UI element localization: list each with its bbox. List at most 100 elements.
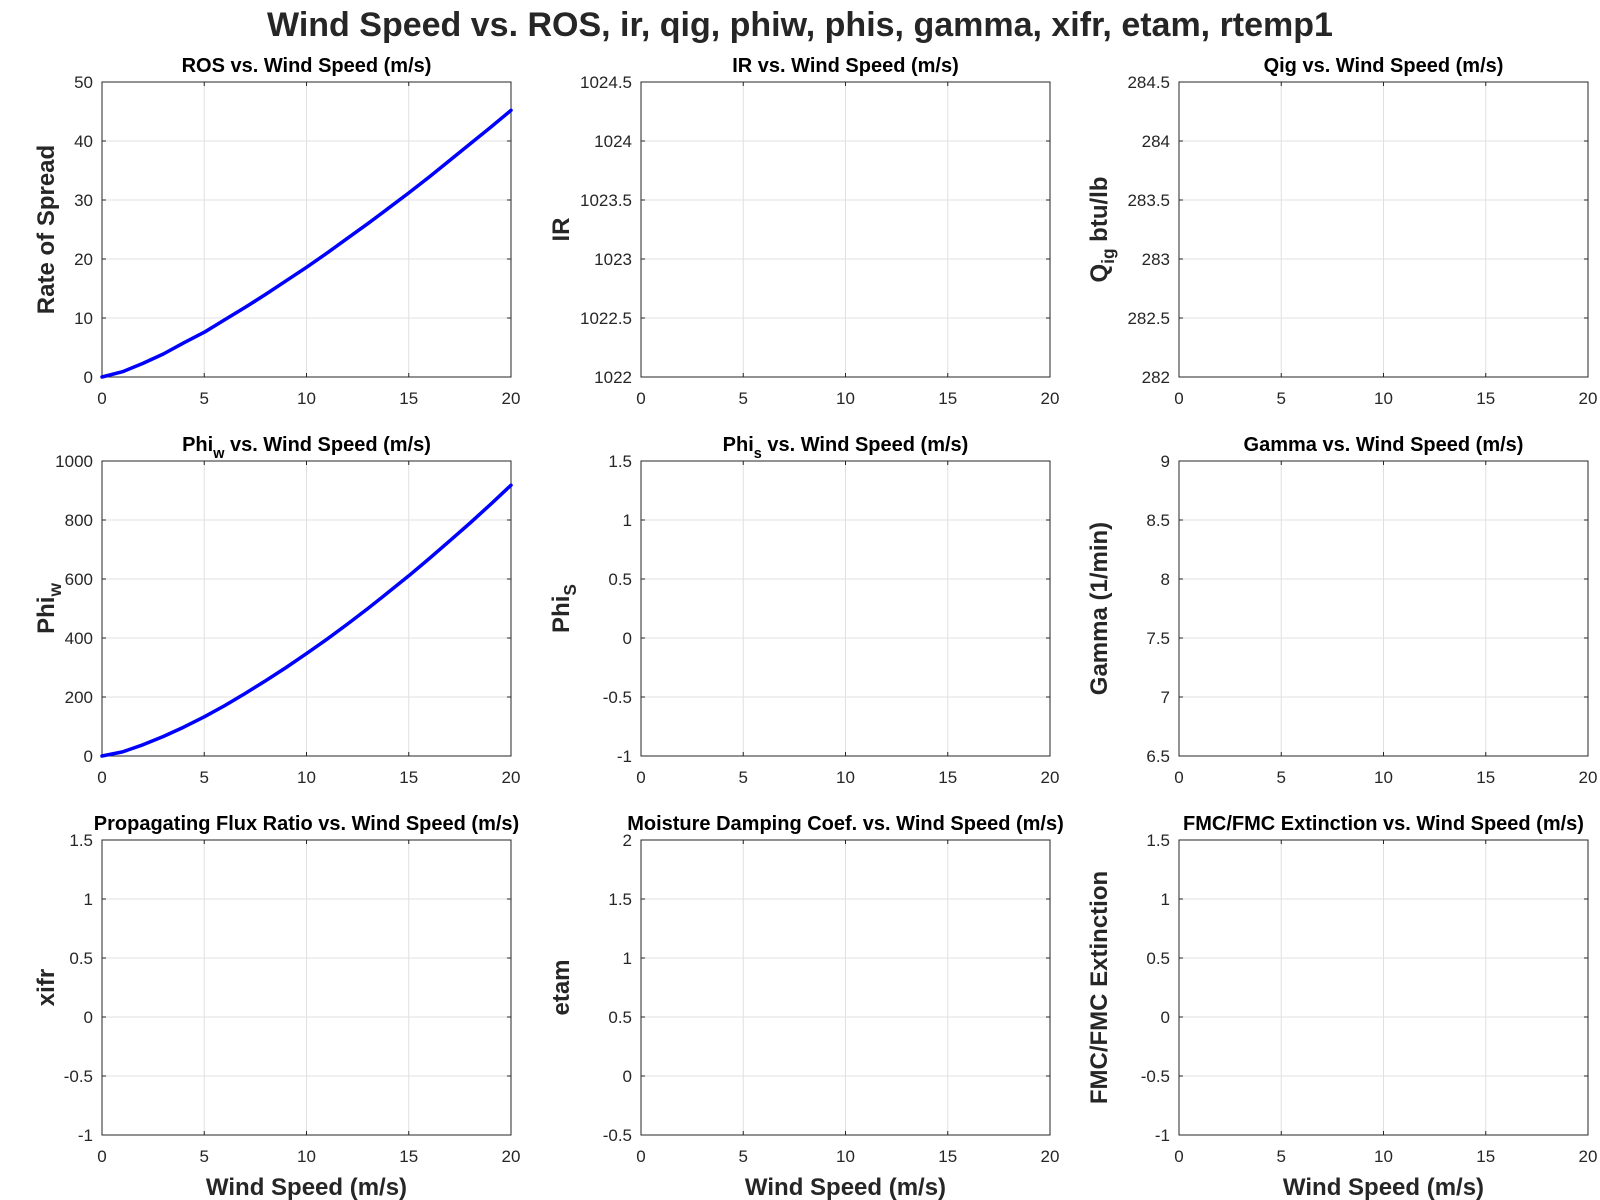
axes-box [101, 81, 512, 378]
y-tick-label: -1 [78, 1126, 93, 1145]
y-tick-label: 800 [65, 511, 93, 530]
y-tick-label: 2 [623, 831, 632, 850]
subplot-6: 0 5 10 15 20 6.5 7 7.5 8 8.5 9 Gamma vs. Wind Speed… [1086, 434, 1597, 787]
subplot-title: Phiw vs. Wind Speed (m/s) [182, 434, 431, 462]
x-tick-label: 15 [938, 768, 957, 787]
axes-box [640, 460, 1051, 757]
y-tick-label: 1.5 [1146, 831, 1170, 850]
y-axis-label: Qig btu/lb [1086, 177, 1118, 283]
y-tick-label: 400 [65, 629, 93, 648]
x-tick-label: 5 [1277, 389, 1286, 408]
axes-box [101, 839, 512, 1136]
y-tick-label: -0.5 [603, 688, 632, 707]
x-tick-label: 0 [1174, 1147, 1183, 1166]
y-tick-label: 0 [623, 629, 632, 648]
x-tick-label: 20 [1579, 389, 1598, 408]
x-tick-label: 20 [502, 1147, 521, 1166]
x-tick-label: 20 [1041, 1147, 1060, 1166]
subplot-title: IR vs. Wind Speed (m/s) [732, 55, 959, 77]
y-tick-label: 8.5 [1146, 511, 1170, 530]
y-tick-label: 282 [1142, 368, 1170, 387]
y-tick-label: 6.5 [1146, 747, 1170, 766]
subplot-title: Gamma vs. Wind Speed (m/s) [1244, 434, 1524, 456]
y-tick-label: 50 [74, 73, 93, 92]
axes-box [101, 460, 512, 757]
y-tick-label: -0.5 [1141, 1067, 1170, 1086]
x-tick-label: 15 [399, 389, 418, 408]
y-axis-label: FMC/FMC Extinction [1086, 871, 1113, 1104]
y-axis-label: IR [548, 218, 575, 242]
subplot-title: Propagating Flux Ratio vs. Wind Speed (m… [94, 813, 519, 835]
x-tick-label: 15 [1476, 1147, 1495, 1166]
y-tick-label: 0 [1161, 1008, 1170, 1027]
y-tick-label: 7.5 [1146, 629, 1170, 648]
x-tick-label: 20 [1041, 768, 1060, 787]
y-tick-label: 0 [84, 747, 93, 766]
x-tick-label: 5 [739, 768, 748, 787]
x-tick-label: 0 [97, 1147, 106, 1166]
y-tick-label: 0 [84, 1008, 93, 1027]
y-tick-label: -1 [1155, 1126, 1170, 1145]
y-tick-label: 1 [623, 949, 632, 968]
x-tick-label: 0 [97, 768, 106, 787]
y-tick-label: 7 [1161, 688, 1170, 707]
x-tick-label: 0 [1174, 768, 1183, 787]
y-tick-label: 1.5 [69, 831, 93, 850]
y-tick-label: 200 [65, 688, 93, 707]
y-tick-label: 30 [74, 191, 93, 210]
y-tick-label: -1 [617, 747, 632, 766]
y-tick-label: 0.5 [69, 949, 93, 968]
x-tick-label: 10 [1374, 389, 1393, 408]
x-tick-label: 20 [1579, 1147, 1598, 1166]
y-tick-label: 282.5 [1127, 309, 1170, 328]
x-tick-label: 15 [938, 1147, 957, 1166]
y-tick-label: 9 [1161, 452, 1170, 471]
x-tick-label: 5 [739, 389, 748, 408]
y-tick-label: 1000 [55, 452, 93, 471]
x-tick-label: 10 [1374, 768, 1393, 787]
y-tick-label: 283 [1142, 250, 1170, 269]
axes-box [1178, 839, 1589, 1136]
x-axis-label: Wind Speed (m/s) [206, 1174, 407, 1200]
x-tick-label: 0 [1174, 389, 1183, 408]
y-tick-label: 1024.5 [580, 73, 632, 92]
y-tick-label: 284 [1142, 132, 1170, 151]
x-tick-label: 5 [1277, 1147, 1286, 1166]
subplot-title: Moisture Damping Coef. vs. Wind Speed (m… [627, 813, 1064, 835]
x-tick-label: 20 [1041, 389, 1060, 408]
x-tick-label: 0 [636, 1147, 645, 1166]
y-tick-label: 0.5 [1146, 949, 1170, 968]
axes-box [640, 839, 1051, 1136]
axes-box [640, 81, 1051, 378]
y-tick-label: 1023 [594, 250, 632, 269]
y-tick-label: 1022.5 [580, 309, 632, 328]
x-tick-label: 0 [636, 768, 645, 787]
subplot-3: 0 5 10 15 20 282 282.5 283 283.5 284 284.5 Qig vs. … [1086, 55, 1597, 408]
y-tick-label: 10 [74, 309, 93, 328]
y-axis-label: PhiS [548, 584, 580, 633]
y-tick-label: 1 [1161, 890, 1170, 909]
x-axis-label: Wind Speed (m/s) [1283, 1174, 1484, 1200]
subplot-title: Phis vs. Wind Speed (m/s) [723, 434, 969, 462]
x-tick-label: 15 [399, 768, 418, 787]
x-tick-label: 15 [399, 1147, 418, 1166]
y-tick-label: 8 [1161, 570, 1170, 589]
x-tick-label: 15 [938, 389, 957, 408]
y-tick-label: 1024 [594, 132, 632, 151]
y-tick-label: 0 [84, 368, 93, 387]
y-tick-label: -0.5 [603, 1126, 632, 1145]
subplot-title: FMC/FMC Extinction vs. Wind Speed (m/s) [1183, 813, 1584, 835]
y-tick-label: 1.5 [608, 890, 632, 909]
y-tick-label: 283.5 [1127, 191, 1170, 210]
y-tick-label: 1023.5 [580, 191, 632, 210]
y-tick-label: 1 [623, 511, 632, 530]
x-tick-label: 20 [502, 389, 521, 408]
y-tick-label: 1 [84, 890, 93, 909]
x-tick-label: 5 [1277, 768, 1286, 787]
y-axis-label: Rate of Spread [33, 145, 60, 314]
subplot-9: 0 5 10 15 20 -1 -0.5 0 0.5 1 1.5 FMC/FMC Extinction… [1086, 813, 1597, 1200]
x-axis-label: Wind Speed (m/s) [745, 1174, 946, 1200]
